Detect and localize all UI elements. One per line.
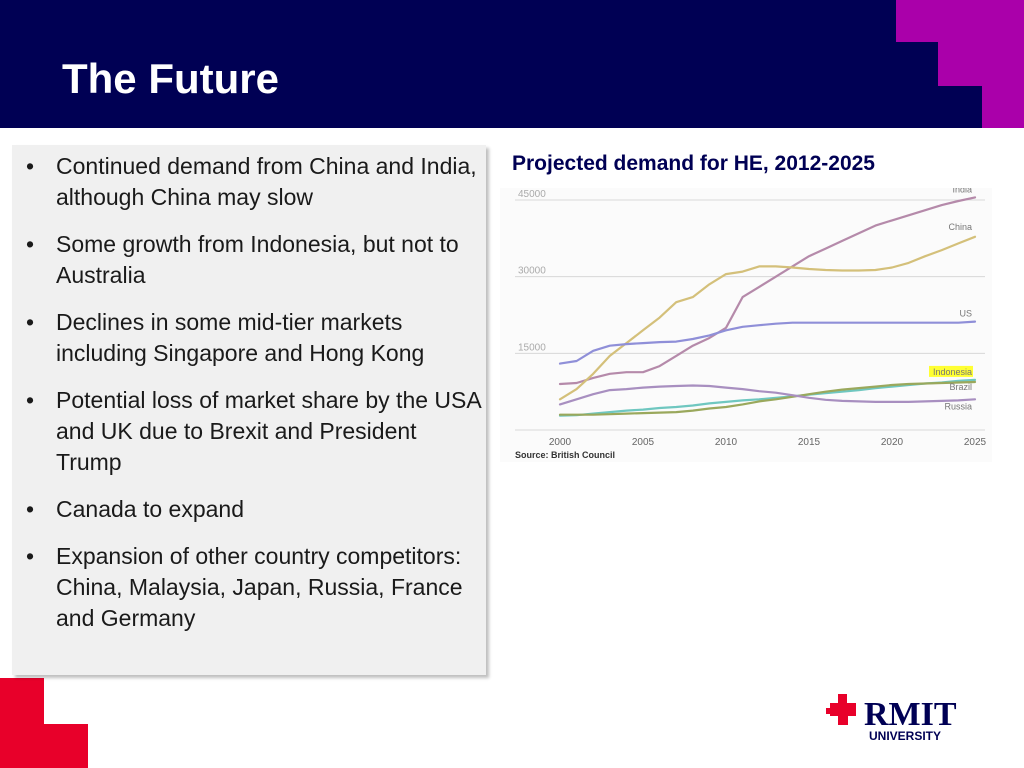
indonesia-highlight	[929, 365, 973, 377]
bullet-item: • Continued demand from China and India, …	[24, 151, 484, 213]
series-label-brazil: Brazil	[949, 382, 972, 392]
magenta-accent-bottom	[982, 86, 1024, 128]
logo-wordmark: RMIT	[864, 696, 957, 733]
logo-subtitle: UNIVERSITY	[869, 729, 941, 743]
rmit-logo-graphic: RMIT UNIVERSITY	[826, 694, 957, 743]
bullet-text: Continued demand from China and India, a…	[56, 153, 477, 210]
bullet-item: • Expansion of other country competitors:…	[24, 541, 484, 634]
series-label-china: China	[948, 222, 972, 232]
bullet-item: • Canada to expand	[24, 494, 484, 525]
bullet-marker: •	[26, 153, 35, 179]
logo-pixel-left	[826, 708, 830, 714]
rmit-logo: RMIT UNIVERSITY	[826, 692, 966, 748]
bullet-list: • Continued demand from China and India, …	[24, 151, 484, 650]
title-bar	[0, 0, 1024, 128]
bullet-marker: •	[26, 309, 35, 335]
logo-pixel-top	[838, 694, 847, 703]
chart-background	[500, 188, 992, 462]
x-tick-label: 2010	[715, 437, 738, 448]
y-tick-label: 30000	[518, 266, 546, 277]
chart-source: Source: British Council	[515, 450, 615, 460]
bullet-text: Expansion of other country competitors: …	[56, 543, 463, 631]
series-label-indonesia: Indonesia	[933, 367, 972, 377]
series-line-brazil	[558, 380, 977, 416]
magenta-accent-top	[896, 0, 1024, 42]
series-line-india	[558, 196, 977, 386]
x-tick-label: 2005	[632, 437, 655, 448]
series-label-russia: Russia	[944, 401, 972, 411]
logo-pixel-bottom	[838, 716, 848, 725]
x-tick-label: 2025	[964, 437, 987, 448]
bullet-text: Some growth from Indonesia, but not to A…	[56, 231, 459, 288]
red-accent-step	[44, 724, 88, 768]
chart: 15000 30000 45000 2000 2005 2010 2015 2020 2025 I…	[500, 184, 992, 462]
x-tick-label: 2015	[798, 437, 821, 448]
bullet-marker: •	[26, 387, 35, 413]
series-label-us: US	[959, 309, 972, 319]
y-tick-label: 15000	[518, 342, 546, 353]
bullet-marker: •	[26, 543, 35, 569]
line-chart: 15000 30000 45000 2000 2005 2010 2015 2020 2025 I…	[500, 184, 992, 462]
x-tick-label: 2000	[549, 437, 572, 448]
bullet-item: • Some growth from Indonesia, but not to …	[24, 229, 484, 291]
red-accent-bottom	[0, 678, 44, 768]
bullet-item: • Potential loss of market share by the U…	[24, 385, 484, 478]
bullet-marker: •	[26, 231, 35, 257]
series-line-us	[558, 320, 977, 365]
x-tick-label: 2020	[881, 437, 904, 448]
magenta-accent-middle	[938, 42, 1024, 86]
bullet-marker: •	[26, 496, 35, 522]
bullet-text: Canada to expand	[56, 496, 244, 522]
logo-pixel-block	[830, 703, 856, 716]
bullet-text: Potential loss of market share by the US…	[56, 387, 481, 475]
series-label-india: India	[952, 188, 972, 194]
chart-heading: Projected demand for HE, 2012-2025	[512, 152, 875, 175]
series-line-china	[558, 235, 977, 401]
slide-title: The Future	[62, 55, 279, 102]
bullet-item: • Declines in some mid-tier markets inclu…	[24, 307, 484, 369]
series-line-russia	[558, 384, 977, 406]
bullet-panel: • Continued demand from China and India, …	[12, 145, 486, 675]
y-tick-label: 45000	[518, 189, 546, 200]
bullet-text: Declines in some mid-tier markets includ…	[56, 309, 425, 366]
